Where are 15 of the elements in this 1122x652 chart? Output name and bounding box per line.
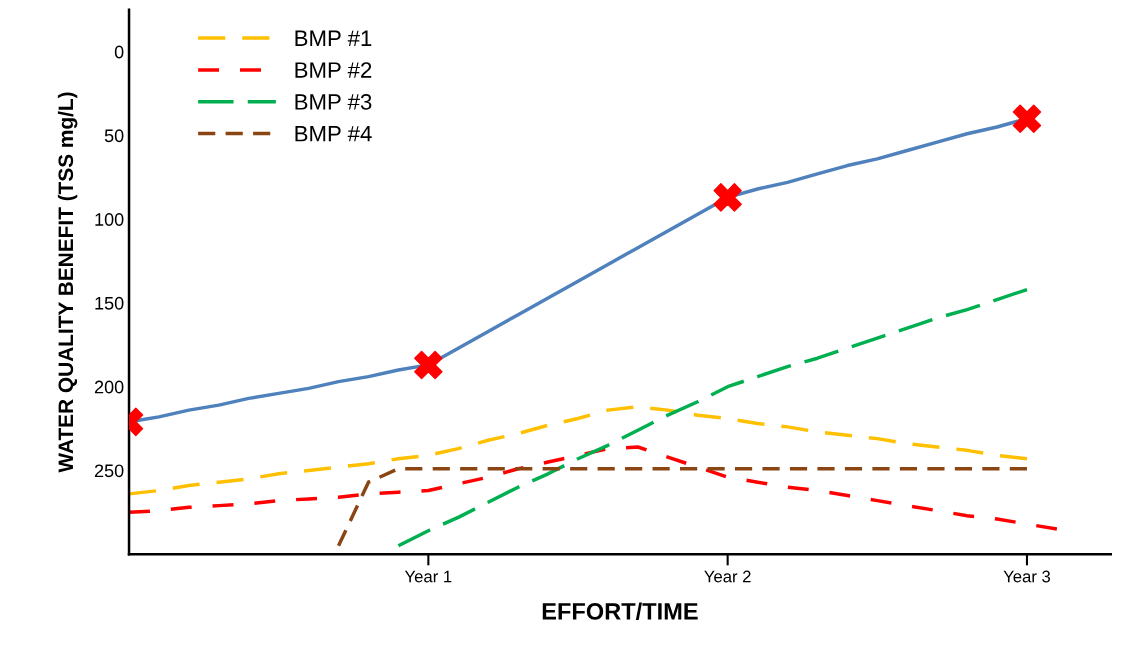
y-tick-label: 250: [94, 464, 124, 478]
y-tick-label: 150: [95, 296, 124, 310]
legend-label: BMP #4: [295, 126, 372, 142]
y-axis-title: WATER QUALITY BENEFIT (TSS mg/L): [57, 92, 78, 473]
x-tick-label: Year 1: [404, 570, 452, 583]
x-axis-title: EFFORT/TIME: [542, 602, 698, 620]
y-tick-label: 100: [95, 213, 124, 226]
y-tick-label: 0: [114, 45, 124, 59]
x-tick-label: Year 2: [704, 570, 751, 583]
legend-label: BMP #2: [295, 62, 372, 78]
y-tick-label: 200: [94, 380, 124, 394]
x-tick-label: Year 3: [1003, 570, 1051, 583]
legend-label: BMP #3: [295, 94, 372, 110]
y-tick-label: 50: [104, 129, 124, 143]
legend-label: BMP #1: [295, 30, 372, 46]
